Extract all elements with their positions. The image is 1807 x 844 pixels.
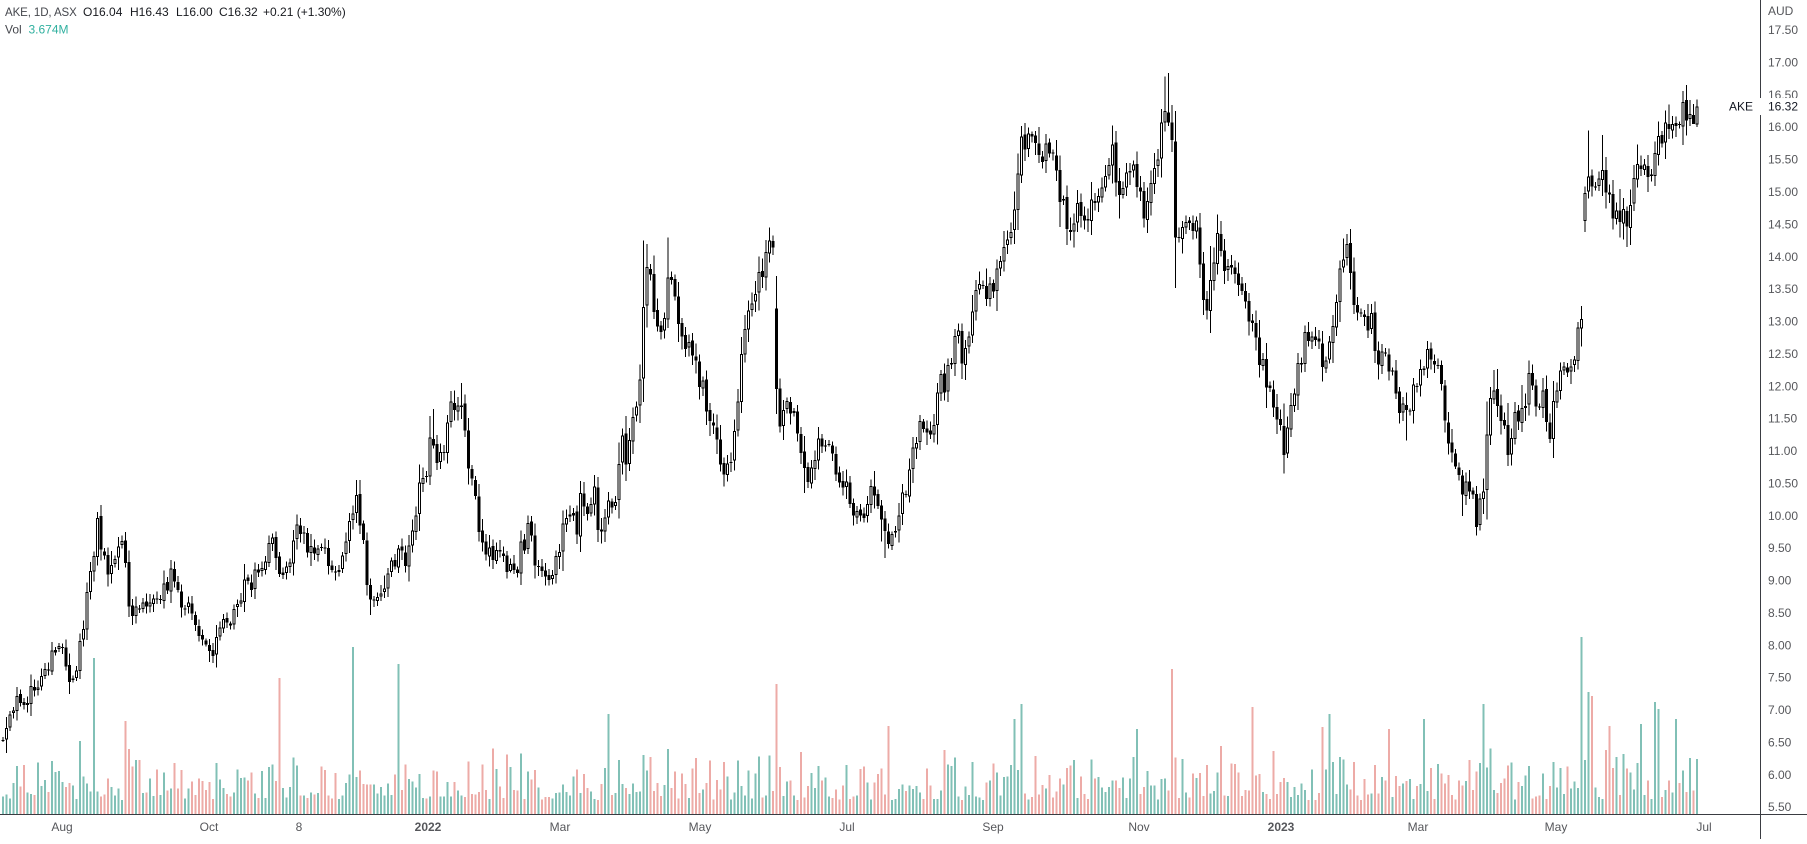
svg-text:17.50: 17.50: [1768, 23, 1798, 37]
svg-text:6.00: 6.00: [1768, 768, 1792, 782]
svg-text:AKE: AKE: [1729, 100, 1753, 114]
svg-text:Mar: Mar: [550, 820, 571, 834]
svg-text:2023: 2023: [1268, 820, 1295, 834]
svg-text:8: 8: [296, 820, 303, 834]
svg-text:H16.43: H16.43: [130, 5, 169, 19]
svg-text:AKE, 1D, ASX: AKE, 1D, ASX: [5, 7, 77, 19]
svg-text:May: May: [1545, 820, 1568, 834]
svg-text:7.00: 7.00: [1768, 703, 1792, 717]
svg-text:15.00: 15.00: [1768, 185, 1798, 199]
svg-text:16.32: 16.32: [1768, 100, 1798, 114]
svg-text:C16.32: C16.32: [219, 5, 258, 19]
svg-text:14.00: 14.00: [1768, 250, 1798, 264]
svg-text:13.50: 13.50: [1768, 282, 1798, 296]
svg-text:14.50: 14.50: [1768, 217, 1798, 231]
svg-text:3.674M: 3.674M: [29, 23, 69, 37]
svg-text:10.00: 10.00: [1768, 509, 1798, 523]
svg-text:8.50: 8.50: [1768, 606, 1792, 620]
svg-text:L16.00: L16.00: [176, 5, 213, 19]
svg-text:7.50: 7.50: [1768, 671, 1792, 685]
svg-text:Jul: Jul: [1696, 820, 1711, 834]
svg-text:12.00: 12.00: [1768, 379, 1798, 393]
svg-text:2022: 2022: [415, 820, 442, 834]
svg-text:AUD: AUD: [1768, 4, 1794, 18]
svg-text:17.00: 17.00: [1768, 56, 1798, 70]
svg-text:Oct: Oct: [200, 820, 219, 834]
svg-text:Aug: Aug: [51, 820, 72, 834]
svg-text:5.50: 5.50: [1768, 800, 1792, 814]
svg-text:9.50: 9.50: [1768, 541, 1792, 555]
svg-text:Vol: Vol: [5, 23, 22, 37]
svg-text:Sep: Sep: [982, 820, 1004, 834]
svg-text:Jul: Jul: [839, 820, 854, 834]
svg-text:11.50: 11.50: [1768, 412, 1797, 426]
svg-text:Nov: Nov: [1128, 820, 1149, 834]
svg-text:10.50: 10.50: [1768, 476, 1798, 490]
svg-text:May: May: [689, 820, 712, 834]
svg-text:16.00: 16.00: [1768, 120, 1798, 134]
svg-text:6.50: 6.50: [1768, 736, 1792, 750]
svg-text:12.50: 12.50: [1768, 347, 1798, 361]
svg-text:+0.21 (+1.30%): +0.21 (+1.30%): [263, 5, 346, 19]
svg-text:9.00: 9.00: [1768, 574, 1792, 588]
svg-text:15.50: 15.50: [1768, 153, 1798, 167]
svg-text:8.00: 8.00: [1768, 638, 1792, 652]
svg-text:11.00: 11.00: [1768, 444, 1797, 458]
svg-text:O16.04: O16.04: [83, 5, 123, 19]
svg-text:13.00: 13.00: [1768, 315, 1798, 329]
svg-text:Mar: Mar: [1408, 820, 1429, 834]
